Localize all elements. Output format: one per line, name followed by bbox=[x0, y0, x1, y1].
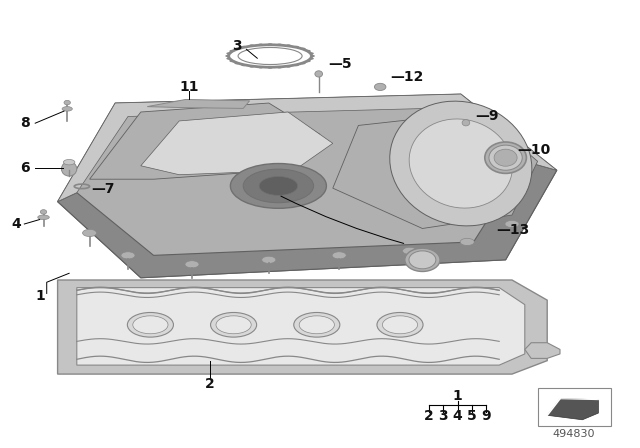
Ellipse shape bbox=[234, 47, 239, 50]
Ellipse shape bbox=[216, 316, 251, 334]
Text: 2: 2 bbox=[424, 409, 434, 423]
Ellipse shape bbox=[286, 65, 291, 68]
Text: 11: 11 bbox=[179, 80, 198, 95]
Ellipse shape bbox=[268, 66, 273, 69]
Ellipse shape bbox=[185, 261, 199, 268]
Text: 3: 3 bbox=[438, 409, 448, 423]
Ellipse shape bbox=[485, 142, 526, 173]
Ellipse shape bbox=[301, 47, 306, 50]
Text: —13: —13 bbox=[496, 223, 529, 237]
Text: 1: 1 bbox=[452, 389, 463, 404]
Ellipse shape bbox=[63, 159, 75, 165]
Text: 9: 9 bbox=[481, 409, 492, 423]
Ellipse shape bbox=[315, 71, 323, 77]
Ellipse shape bbox=[64, 100, 70, 105]
Polygon shape bbox=[147, 99, 250, 108]
Ellipse shape bbox=[383, 316, 418, 334]
Ellipse shape bbox=[390, 101, 532, 226]
Ellipse shape bbox=[40, 210, 47, 214]
Ellipse shape bbox=[259, 177, 298, 195]
Text: —10: —10 bbox=[517, 142, 550, 157]
Polygon shape bbox=[58, 94, 557, 278]
Ellipse shape bbox=[277, 43, 282, 46]
Text: 3: 3 bbox=[232, 39, 242, 53]
Ellipse shape bbox=[62, 107, 72, 111]
Ellipse shape bbox=[61, 162, 77, 176]
Ellipse shape bbox=[294, 313, 340, 337]
Ellipse shape bbox=[403, 247, 417, 254]
Ellipse shape bbox=[332, 252, 346, 259]
Text: 4: 4 bbox=[11, 217, 20, 231]
Polygon shape bbox=[77, 288, 525, 365]
Ellipse shape bbox=[460, 238, 474, 246]
Ellipse shape bbox=[225, 55, 230, 57]
Ellipse shape bbox=[258, 43, 263, 46]
Text: 2: 2 bbox=[205, 377, 215, 391]
Ellipse shape bbox=[127, 313, 173, 337]
Polygon shape bbox=[58, 161, 557, 278]
Ellipse shape bbox=[230, 50, 235, 52]
Ellipse shape bbox=[227, 57, 232, 60]
Ellipse shape bbox=[241, 64, 246, 66]
Polygon shape bbox=[90, 103, 320, 179]
Ellipse shape bbox=[505, 220, 519, 228]
Polygon shape bbox=[58, 280, 547, 374]
Ellipse shape bbox=[249, 44, 254, 47]
Ellipse shape bbox=[121, 252, 135, 259]
Ellipse shape bbox=[294, 64, 299, 66]
Ellipse shape bbox=[262, 256, 276, 263]
Ellipse shape bbox=[38, 215, 49, 220]
Ellipse shape bbox=[238, 47, 302, 65]
Text: 4: 4 bbox=[452, 409, 463, 423]
Ellipse shape bbox=[230, 60, 235, 62]
Ellipse shape bbox=[308, 57, 314, 60]
Ellipse shape bbox=[308, 52, 314, 55]
Text: 8: 8 bbox=[20, 116, 30, 130]
Ellipse shape bbox=[234, 62, 239, 65]
FancyBboxPatch shape bbox=[538, 388, 611, 426]
Ellipse shape bbox=[268, 43, 273, 45]
Ellipse shape bbox=[286, 44, 291, 47]
Ellipse shape bbox=[409, 251, 436, 269]
Text: —5: —5 bbox=[328, 56, 352, 71]
Ellipse shape bbox=[409, 119, 513, 208]
Polygon shape bbox=[525, 343, 560, 358]
Ellipse shape bbox=[301, 62, 306, 65]
Ellipse shape bbox=[133, 316, 168, 334]
Text: 1: 1 bbox=[35, 289, 45, 303]
Ellipse shape bbox=[211, 313, 257, 337]
Ellipse shape bbox=[249, 65, 254, 68]
Ellipse shape bbox=[230, 164, 326, 208]
Text: 6: 6 bbox=[20, 161, 30, 175]
Ellipse shape bbox=[310, 55, 315, 57]
Ellipse shape bbox=[300, 316, 335, 334]
Polygon shape bbox=[141, 112, 333, 175]
Ellipse shape bbox=[277, 66, 282, 69]
Polygon shape bbox=[547, 399, 598, 420]
Polygon shape bbox=[333, 112, 538, 228]
Ellipse shape bbox=[305, 50, 310, 52]
Text: —7: —7 bbox=[92, 182, 115, 196]
Ellipse shape bbox=[227, 52, 232, 55]
Ellipse shape bbox=[377, 313, 423, 337]
Ellipse shape bbox=[489, 145, 522, 170]
Text: 5: 5 bbox=[467, 409, 477, 423]
Polygon shape bbox=[58, 94, 557, 202]
Ellipse shape bbox=[462, 120, 470, 126]
Ellipse shape bbox=[83, 229, 97, 237]
Text: 494830: 494830 bbox=[553, 429, 595, 439]
Ellipse shape bbox=[494, 149, 517, 166]
Ellipse shape bbox=[374, 83, 386, 90]
Ellipse shape bbox=[294, 46, 299, 48]
Text: —12: —12 bbox=[390, 70, 424, 84]
Text: —9: —9 bbox=[475, 108, 499, 123]
Ellipse shape bbox=[258, 66, 263, 69]
Ellipse shape bbox=[405, 248, 440, 271]
Ellipse shape bbox=[241, 46, 246, 48]
Ellipse shape bbox=[243, 169, 314, 202]
Ellipse shape bbox=[305, 60, 310, 62]
